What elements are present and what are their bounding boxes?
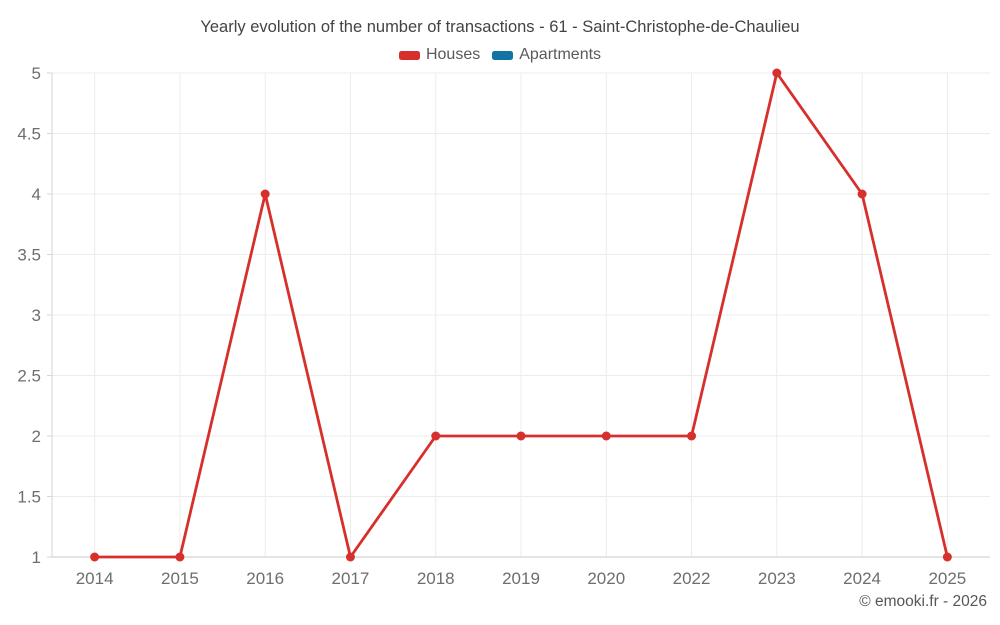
x-tick-label: 2024 xyxy=(843,569,881,588)
houses-point[interactable] xyxy=(857,189,867,199)
x-tick-label: 2017 xyxy=(332,569,370,588)
houses-point[interactable] xyxy=(687,431,697,441)
x-tick-label: 2014 xyxy=(76,569,114,588)
houses-point[interactable] xyxy=(772,68,782,78)
x-tick-label: 2020 xyxy=(587,569,625,588)
chart-title: Yearly evolution of the number of transa… xyxy=(200,18,800,36)
y-tick-label: 2.5 xyxy=(17,367,41,386)
chart-legend: Houses Apartments xyxy=(0,46,1000,64)
houses-point[interactable] xyxy=(516,431,526,441)
x-tick-label: 2015 xyxy=(161,569,199,588)
y-tick-label: 4 xyxy=(32,185,41,204)
houses-point[interactable] xyxy=(90,552,100,562)
apartments-swatch-icon xyxy=(492,50,514,60)
watermark: © emooki.fr - 2026 xyxy=(859,593,987,610)
y-tick-label: 3.5 xyxy=(17,246,41,265)
y-tick-label: 4.5 xyxy=(17,125,41,144)
x-tick-label: 2023 xyxy=(758,569,796,588)
houses-swatch-icon xyxy=(398,50,420,60)
legend-label-apartments: Apartments xyxy=(519,46,602,63)
houses-point[interactable] xyxy=(942,552,952,562)
x-tick-label: 2016 xyxy=(246,569,284,588)
houses-point[interactable] xyxy=(601,431,611,441)
houses-point[interactable] xyxy=(175,552,185,562)
legend-item-houses[interactable]: Houses xyxy=(398,46,481,64)
x-tick-label: 2022 xyxy=(673,569,711,588)
houses-point[interactable] xyxy=(260,189,270,199)
x-tick-label: 2025 xyxy=(928,569,966,588)
x-tick-label: 2018 xyxy=(417,569,455,588)
legend-item-apartments[interactable]: Apartments xyxy=(492,46,601,64)
y-tick-label: 2 xyxy=(32,427,41,446)
legend-label-houses: Houses xyxy=(425,46,481,63)
y-tick-label: 1.5 xyxy=(17,488,41,507)
y-tick-label: 1 xyxy=(32,548,41,567)
x-tick-label: 2019 xyxy=(502,569,540,588)
houses-point[interactable] xyxy=(431,431,441,441)
y-tick-label: 5 xyxy=(32,64,41,83)
houses-point[interactable] xyxy=(345,552,355,562)
y-tick-label: 3 xyxy=(32,306,41,325)
